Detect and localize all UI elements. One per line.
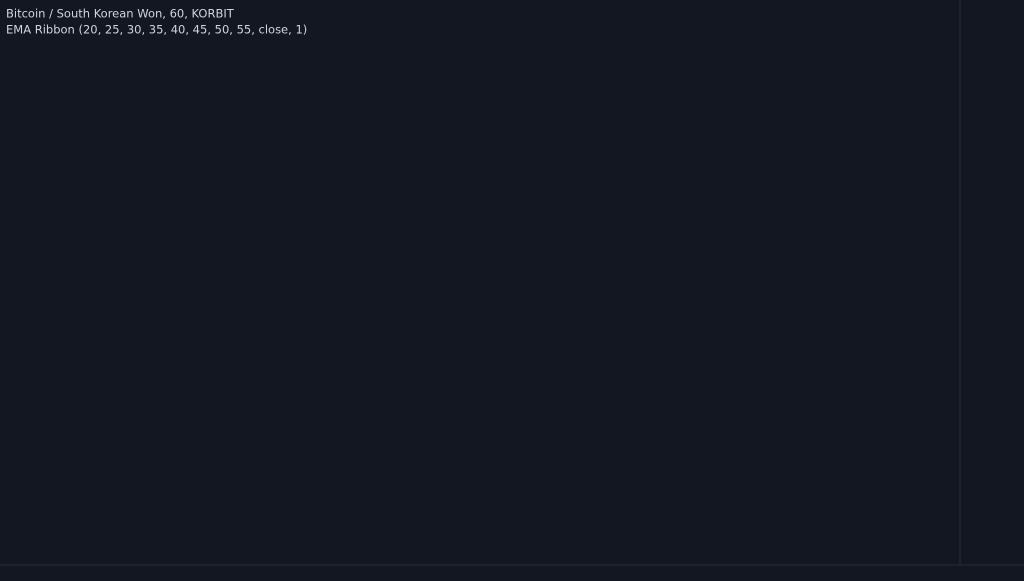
chart-title: Bitcoin / South Korean Won, 60, KORBIT bbox=[6, 7, 235, 21]
indicator-label: EMA Ribbon (20, 25, 30, 35, 40, 45, 50, … bbox=[6, 23, 307, 37]
